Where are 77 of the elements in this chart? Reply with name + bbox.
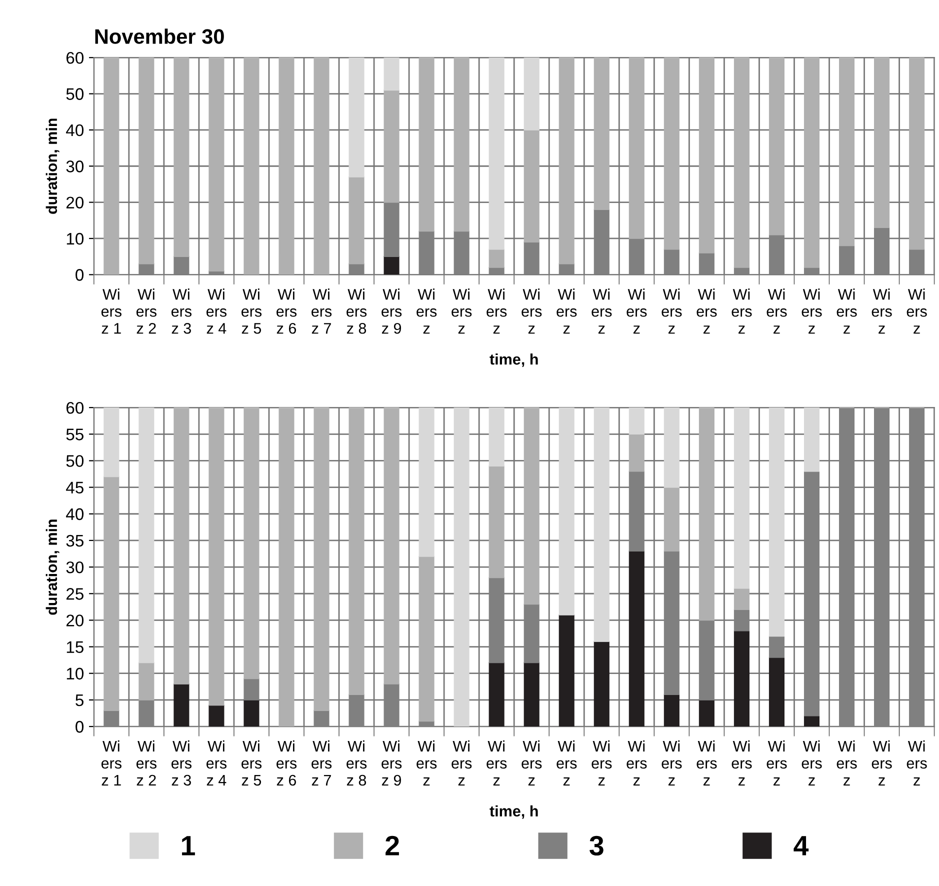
y-tick-label: 45 [66, 482, 84, 494]
x-tick-label: Wi ers z [836, 288, 857, 334]
x-tick-label: Wi ers z 5 [242, 288, 262, 334]
x-tick-label: Wi ers z 1 [101, 288, 122, 334]
x-tick-label: Wi ers z [766, 740, 787, 786]
x-tick-label: Wi ers z [592, 288, 612, 334]
x-tick-label: Wi ers z 7 [312, 740, 332, 786]
y-tick-label: 30 [66, 561, 84, 574]
x-tick-label: Wi ers z 3 [171, 740, 192, 786]
x-tick-label: Wi ers z 3 [171, 288, 192, 334]
y-tick-label: 15 [66, 641, 84, 653]
x-tick-label: Wi ers z [802, 288, 822, 334]
x-tick-label: Wi ers z 5 [242, 740, 262, 786]
x-tick-label: Wi ers z 2 [136, 288, 156, 334]
legend-label: 1 [182, 836, 195, 856]
x-tick-label: Wi ers z [872, 740, 892, 786]
y-tick-label: 0 [76, 269, 84, 281]
y-axis-title: duration, min [46, 520, 60, 615]
x-tick-label: Wi ers z 6 [276, 288, 297, 334]
x-tick-label: Wi ers z [732, 740, 752, 786]
chart-title: November 30 [95, 28, 224, 44]
x-tick-label: Wi ers z [732, 288, 752, 334]
y-tick-label: 25 [66, 588, 84, 600]
x-tick-label: Wi ers z 7 [312, 288, 332, 334]
legend-label: 3 [590, 836, 604, 856]
legend-label: 2 [386, 836, 399, 856]
y-tick-label: 10 [66, 232, 84, 245]
x-tick-label: Wi ers z [416, 288, 437, 334]
y-tick-label: 30 [66, 160, 84, 172]
x-tick-label: Wi ers z [906, 288, 927, 334]
y-tick-label: 20 [66, 614, 84, 626]
x-tick-label: Wi ers z 4 [206, 740, 227, 786]
x-tick-label: Wi ers z [836, 740, 857, 786]
y-tick-label: 10 [66, 668, 84, 680]
x-tick-label: Wi ers z [522, 288, 542, 334]
x-tick-label: Wi ers z 2 [136, 740, 156, 786]
x-tick-label: Wi ers z [662, 288, 682, 334]
x-axis-title: time, h [490, 353, 538, 367]
y-tick-label: 60 [66, 402, 84, 414]
x-tick-label: Wi ers z 8 [346, 740, 367, 786]
y-tick-label: 40 [66, 124, 84, 136]
x-axis-title: time, h [490, 805, 538, 819]
x-tick-label: Wi ers z [486, 288, 507, 334]
x-tick-label: Wi ers z [452, 740, 472, 786]
y-tick-label: 5 [76, 694, 84, 706]
x-tick-label: Wi ers z [766, 288, 787, 334]
x-tick-label: Wi ers z [592, 740, 612, 786]
y-tick-label: 40 [66, 508, 84, 520]
x-tick-label: Wi ers z [626, 288, 647, 334]
x-tick-label: Wi ers z 9 [382, 288, 402, 334]
x-tick-label: Wi ers z [906, 740, 927, 786]
y-tick-label: 60 [66, 52, 84, 64]
x-tick-label: Wi ers z [802, 740, 822, 786]
x-tick-label: Wi ers z [486, 740, 507, 786]
x-tick-label: Wi ers z [626, 740, 647, 786]
y-tick-label: 55 [66, 428, 84, 440]
y-tick-label: 35 [66, 534, 84, 547]
x-tick-label: Wi ers z 1 [101, 740, 122, 786]
x-tick-label: Wi ers z [872, 288, 892, 334]
x-tick-label: Wi ers z [416, 740, 437, 786]
x-tick-label: Wi ers z 9 [382, 740, 402, 786]
y-tick-label: 50 [66, 88, 84, 100]
x-tick-label: Wi ers z [662, 740, 682, 786]
y-tick-label: 20 [66, 196, 84, 209]
y-tick-label: 50 [66, 455, 84, 467]
x-tick-label: Wi ers z [452, 288, 472, 334]
x-tick-label: Wi ers z [696, 740, 717, 786]
y-axis-title: duration, min [46, 118, 60, 214]
x-tick-label: Wi ers z [522, 740, 542, 786]
x-tick-label: Wi ers z [696, 288, 717, 334]
x-tick-label: Wi ers z 6 [276, 740, 297, 786]
x-tick-label: Wi ers z [556, 288, 577, 334]
x-tick-label: Wi ers z 4 [206, 288, 227, 334]
x-tick-label: Wi ers z 8 [346, 288, 367, 334]
x-tick-label: Wi ers z [556, 740, 577, 786]
y-tick-label: 0 [76, 720, 84, 733]
legend-label: 4 [794, 836, 809, 856]
